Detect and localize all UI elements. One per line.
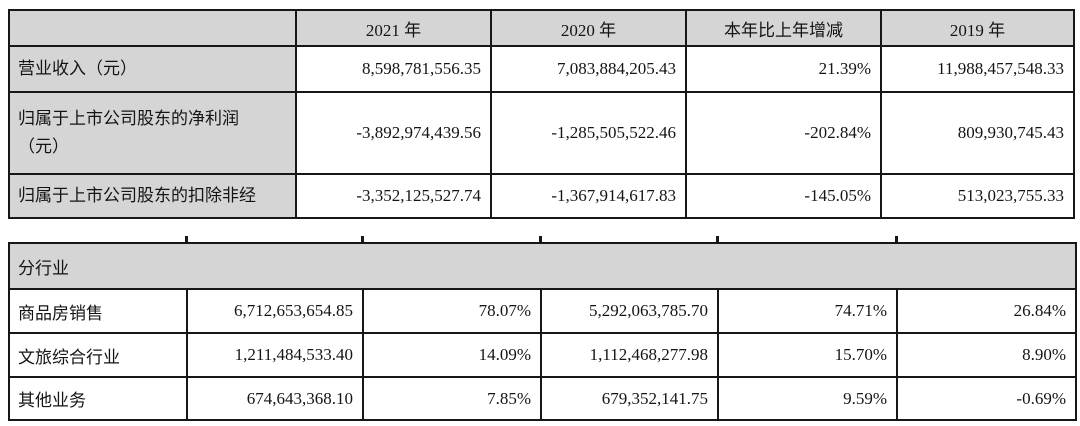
row-label-culture-tourism: 文旅综合行业 [8, 332, 188, 378]
row-label-revenue: 营业收入（元） [8, 45, 297, 93]
row-label-net-profit: 归属于上市公司股东的净利润 （元） [8, 91, 297, 175]
other-business-margin: -0.69% [896, 376, 1077, 421]
summary-row-net-profit: 归属于上市公司股东的净利润 （元） -3,892,974,439.56 -1,2… [8, 91, 1075, 175]
summary-col-header-2021: 2021 年 [295, 9, 492, 47]
row-label-commodity-housing: 商品房销售 [8, 288, 188, 334]
net-profit-change: -202.84% [685, 91, 882, 175]
revenue-2021: 8,598,781,556.35 [295, 45, 492, 93]
commodity-housing-revenue: 6,712,653,654.85 [186, 288, 364, 334]
commodity-housing-margin: 26.84% [896, 288, 1077, 334]
summary-row-deducted-profit: 归属于上市公司股东的扣除非经 -3,352,125,527.74 -1,367,… [8, 173, 1075, 219]
net-profit-2020: -1,285,505,522.46 [490, 91, 687, 175]
revenue-2020: 7,083,884,205.43 [490, 45, 687, 93]
column-divider-stub [539, 236, 542, 244]
culture-tourism-revenue: 1,211,484,533.40 [186, 332, 364, 378]
deducted-profit-change: -145.05% [685, 173, 882, 219]
column-divider-stub [361, 236, 364, 244]
industry-section-row: 分行业 [8, 242, 1077, 290]
industry-section-header: 分行业 [8, 242, 1077, 290]
net-profit-2019: 809,930,745.43 [880, 91, 1075, 175]
summary-row-revenue: 营业收入（元） 8,598,781,556.35 7,083,884,205.4… [8, 45, 1075, 93]
summary-col-header-change: 本年比上年增减 [685, 9, 882, 47]
industry-breakdown-table: 分行业 商品房销售 6,712,653,654.85 78.07% 5,292,… [8, 242, 1077, 421]
summary-col-header-2020: 2020 年 [490, 9, 687, 47]
commodity-housing-revenue-share: 78.07% [362, 288, 542, 334]
other-business-revenue-share: 7.85% [362, 376, 542, 421]
column-divider-stub [895, 236, 898, 244]
industry-row-commodity-housing: 商品房销售 6,712,653,654.85 78.07% 5,292,063,… [8, 288, 1077, 334]
commodity-housing-cost: 5,292,063,785.70 [540, 288, 719, 334]
row-label-other-business: 其他业务 [8, 376, 188, 421]
industry-row-culture-tourism: 文旅综合行业 1,211,484,533.40 14.09% 1,112,468… [8, 332, 1077, 378]
row-label-deducted-profit: 归属于上市公司股东的扣除非经 [8, 173, 297, 219]
other-business-cost-share: 9.59% [717, 376, 898, 421]
culture-tourism-cost-share: 15.70% [717, 332, 898, 378]
summary-col-header-2019: 2019 年 [880, 9, 1075, 47]
revenue-2019: 11,988,457,548.33 [880, 45, 1075, 93]
column-divider-stub [716, 236, 719, 244]
other-business-cost: 679,352,141.75 [540, 376, 719, 421]
deducted-profit-2020: -1,367,914,617.83 [490, 173, 687, 219]
other-business-revenue: 674,643,368.10 [186, 376, 364, 421]
column-divider-stub [185, 236, 188, 244]
net-profit-2021: -3,892,974,439.56 [295, 91, 492, 175]
commodity-housing-cost-share: 74.71% [717, 288, 898, 334]
deducted-profit-2021: -3,352,125,527.74 [295, 173, 492, 219]
culture-tourism-revenue-share: 14.09% [362, 332, 542, 378]
revenue-change: 21.39% [685, 45, 882, 93]
culture-tourism-cost: 1,112,468,277.98 [540, 332, 719, 378]
summary-corner-cell [8, 9, 297, 47]
industry-row-other-business: 其他业务 674,643,368.10 7.85% 679,352,141.75… [8, 376, 1077, 421]
summary-header-row: 2021 年 2020 年 本年比上年增减 2019 年 [8, 9, 1075, 47]
financial-summary-table: 2021 年 2020 年 本年比上年增减 2019 年 营业收入（元） 8,5… [8, 9, 1075, 219]
culture-tourism-margin: 8.90% [896, 332, 1077, 378]
deducted-profit-2019: 513,023,755.33 [880, 173, 1075, 219]
